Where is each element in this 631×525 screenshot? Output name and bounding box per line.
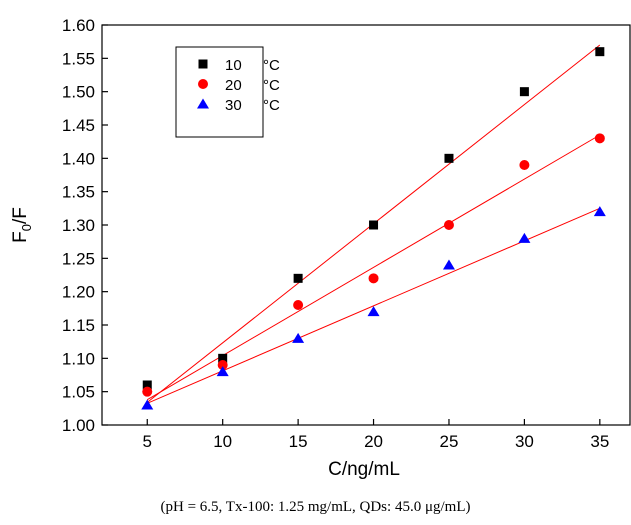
y-tick-label: 1.60 xyxy=(62,16,95,35)
data-point-20 xyxy=(519,160,530,170)
data-point-20 xyxy=(443,220,454,230)
legend-unit-20: °C xyxy=(263,77,280,94)
legend-marker-20 xyxy=(198,79,208,89)
axis-ticks: 5 10 15 20 25 30 35 1.00 1.05 1.10 1.15 1.20 1.25 1.3… xyxy=(62,16,609,451)
data-point-30 xyxy=(367,306,380,317)
data-point-30 xyxy=(518,232,531,243)
y-tick-label: 1.45 xyxy=(62,116,95,135)
y-axis-title-tail: /F xyxy=(10,207,31,224)
data-points xyxy=(141,47,606,410)
legend-items: 10 °C 20 °C 30 °C xyxy=(197,57,280,114)
y-tick-label: 1.30 xyxy=(62,216,95,235)
chart: 5 10 15 20 25 30 35 1.00 1.05 1.10 1.15 1.20 1.25 1.3… xyxy=(10,16,631,480)
y-axis-title-main: F xyxy=(10,231,31,243)
y-tick-label: 1.05 xyxy=(62,383,95,402)
y-tick-label: 1.55 xyxy=(62,49,95,68)
x-tick-label: 35 xyxy=(590,432,609,451)
data-point-30 xyxy=(216,366,229,377)
data-point-10 xyxy=(369,220,379,230)
data-point-10 xyxy=(293,273,303,283)
y-tick-label: 1.25 xyxy=(62,249,95,268)
data-point-20 xyxy=(217,360,228,370)
x-axis-title: C/ng/mL xyxy=(328,459,400,480)
y-tick-label: 1.00 xyxy=(62,416,95,435)
y-tick-label: 1.40 xyxy=(62,149,95,168)
y-axis-title-subscript: 0 xyxy=(19,224,34,231)
y-axis-title: F0/F xyxy=(10,207,34,243)
legend-box xyxy=(175,46,264,138)
x-tick-label: 25 xyxy=(440,432,459,451)
legend-label-10: 10 xyxy=(225,57,242,74)
x-tick-label: 15 xyxy=(289,432,308,451)
y-tick-label: 1.20 xyxy=(62,283,95,302)
data-point-30 xyxy=(442,259,455,270)
legend-unit-30: °C xyxy=(263,97,280,114)
data-point-10 xyxy=(218,353,228,363)
data-point-20 xyxy=(293,300,304,310)
data-point-30 xyxy=(593,206,606,217)
data-point-30 xyxy=(292,332,305,343)
data-point-10 xyxy=(444,153,454,163)
fit-line-20 xyxy=(147,134,601,401)
data-point-20 xyxy=(142,386,153,397)
data-point-10 xyxy=(595,47,605,57)
legend-marker-30 xyxy=(197,98,209,109)
x-tick-label: 10 xyxy=(213,432,232,451)
legend-marker-10 xyxy=(198,59,208,69)
y-tick-label: 1.15 xyxy=(62,316,95,335)
data-point-20 xyxy=(368,273,379,284)
y-tick-label: 1.10 xyxy=(62,349,95,368)
data-point-10 xyxy=(142,380,152,390)
y-tick-label: 1.35 xyxy=(62,183,95,202)
x-tick-label: 30 xyxy=(515,432,534,451)
legend: 10 °C 20 °C 30 °C xyxy=(175,46,280,138)
data-point-20 xyxy=(594,133,605,144)
data-point-30 xyxy=(141,399,154,410)
legend-label-20: 20 xyxy=(225,77,242,94)
x-tick-label: 20 xyxy=(364,432,383,451)
legend-unit-10: °C xyxy=(263,57,280,74)
chart-caption: (pH = 6.5, Tx-100: 1.25 mg/mL, QDs: 45.0… xyxy=(160,499,471,515)
x-tick-label: 5 xyxy=(143,432,152,451)
legend-label-30: 30 xyxy=(225,97,242,114)
fit-line-30 xyxy=(147,207,601,404)
data-point-10 xyxy=(519,87,529,97)
y-tick-label: 1.50 xyxy=(62,83,95,102)
